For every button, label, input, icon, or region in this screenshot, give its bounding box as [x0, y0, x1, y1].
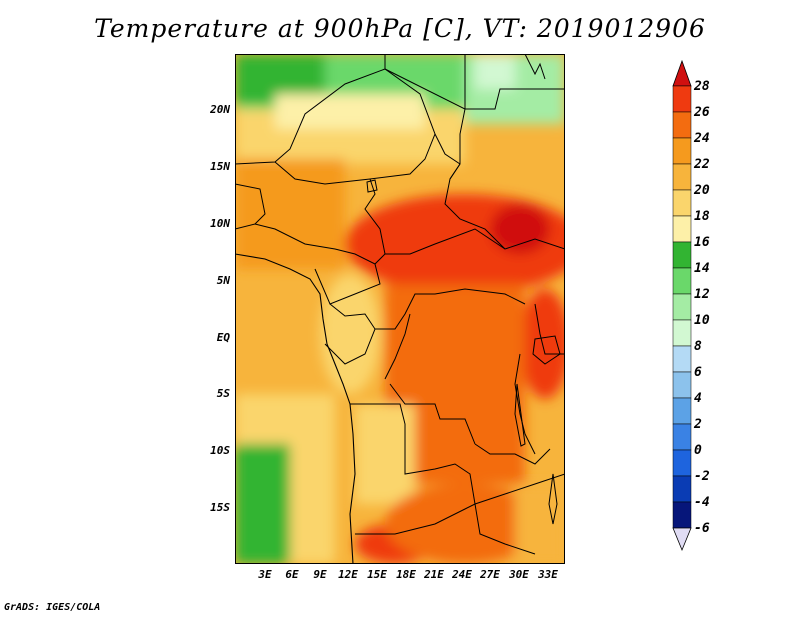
- field-west-orange: [235, 159, 345, 269]
- map-frame: [235, 54, 565, 564]
- colorbar-label-neg4: -4: [694, 495, 710, 510]
- colorbar-segment: [672, 319, 692, 347]
- colorbar-label-10: 10: [694, 313, 710, 328]
- colorbar-label-6: 6: [694, 365, 702, 380]
- colorbar-segment: [672, 241, 692, 269]
- colorbar-label-4: 4: [694, 391, 702, 406]
- lon-label-21e: 21E: [424, 568, 444, 581]
- colorbar-label-20: 20: [694, 183, 710, 198]
- colorbar-label-24: 24: [694, 131, 710, 146]
- lat-label-5s: 5S: [216, 387, 230, 400]
- colorbar-segment: [672, 111, 692, 139]
- lake-malawi: [548, 473, 558, 525]
- colorbar-segment: [672, 293, 692, 321]
- chart-title: Temperature at 900hPa [C], VT: 201901290…: [94, 14, 706, 43]
- colorbar-label-22: 22: [694, 157, 710, 172]
- lat-label-15s: 15S: [210, 501, 230, 514]
- colorbar-label-16: 16: [694, 235, 710, 250]
- lon-label-15e: 15E: [367, 568, 387, 581]
- lat-label-eq: EQ: [216, 331, 230, 344]
- colorbar-segment: [672, 345, 692, 373]
- lake-victoria: [532, 335, 561, 365]
- colorbar-label-18: 18: [694, 209, 710, 224]
- temperature-map: [235, 54, 565, 564]
- colorbar-label-12: 12: [694, 287, 710, 302]
- colorbar-label-2: 2: [694, 417, 702, 432]
- field-south-green: [235, 444, 290, 564]
- lon-label-12e: 12E: [338, 568, 358, 581]
- field-southeast-yellow: [515, 484, 565, 564]
- lat-label-15n: 15N: [210, 160, 230, 173]
- lat-label-20n: 20N: [210, 103, 230, 116]
- country-borders: [235, 54, 565, 555]
- credit-text: GrADS: IGES/COLA: [4, 602, 101, 613]
- lake-tanganyika: [514, 383, 526, 447]
- lon-label-6e: 6E: [285, 568, 299, 581]
- lake-chad: [366, 179, 378, 193]
- colorbar-label-8: 8: [694, 339, 702, 354]
- field-northeast-paler: [475, 54, 515, 89]
- lat-label-10n: 10N: [210, 217, 230, 230]
- colorbar-label-0: 0: [694, 443, 702, 458]
- colorbar-bottom-arrow: [672, 527, 692, 552]
- lat-label-10s: 10S: [210, 444, 230, 457]
- field-angola-yellow: [355, 404, 415, 504]
- coastline: [235, 253, 356, 564]
- colorbar: [672, 60, 692, 552]
- colorbar-label-14: 14: [694, 261, 710, 276]
- colorbar-segment: [672, 423, 692, 451]
- lon-label-30e: 30E: [509, 568, 529, 581]
- colorbar-segment: [672, 475, 692, 503]
- colorbar-segment: [672, 215, 692, 243]
- colorbar-top-arrow: [672, 60, 692, 87]
- field-hot-core: [490, 204, 550, 254]
- lon-label-33e: 33E: [538, 568, 558, 581]
- lon-label-18e: 18E: [396, 568, 416, 581]
- lat-label-5n: 5N: [216, 274, 230, 287]
- colorbar-label-26: 26: [694, 105, 710, 120]
- colorbar-segment: [672, 501, 692, 529]
- colorbar-segment: [672, 397, 692, 425]
- lon-label-3e: 3E: [258, 568, 272, 581]
- colorbar-segment: [672, 449, 692, 477]
- colorbar-segment: [672, 137, 692, 165]
- lon-label-24e: 24E: [452, 568, 472, 581]
- colorbar-segment: [672, 163, 692, 191]
- colorbar-label-28: 28: [694, 79, 710, 94]
- lon-label-27e: 27E: [480, 568, 500, 581]
- field-sahel-light: [275, 94, 425, 129]
- nile: [524, 54, 546, 80]
- field-gabon-yellow: [320, 274, 380, 394]
- colorbar-label-neg6: -6: [694, 521, 710, 536]
- colorbar-label-neg2: -2: [694, 469, 710, 484]
- colorbar-segment: [672, 85, 692, 113]
- lon-label-9e: 9E: [313, 568, 327, 581]
- colorbar-segment: [672, 189, 692, 217]
- colorbar-segment: [672, 267, 692, 295]
- colorbar-segment: [672, 371, 692, 399]
